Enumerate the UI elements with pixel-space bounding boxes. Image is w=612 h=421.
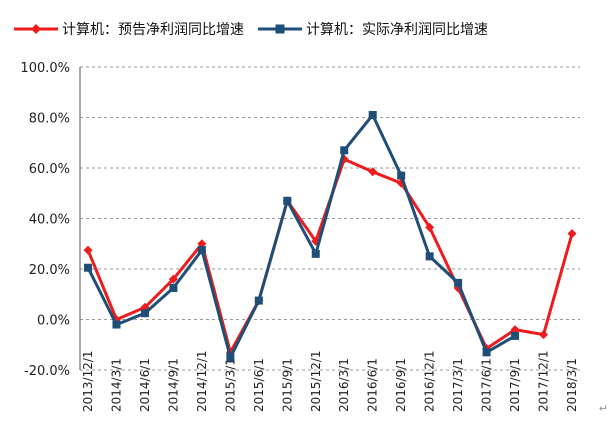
y-tick-label: 80.0% (29, 112, 70, 127)
legend-label-2: 计算机：实际净利润同比增速 (306, 22, 488, 38)
data-point-square (140, 309, 149, 318)
data-point-square (425, 252, 434, 261)
data-point-square (311, 249, 320, 258)
x-tick-label: 2016/3/1 (337, 358, 351, 412)
y-tick-label: 40.0% (29, 213, 70, 228)
data-point-diamond (83, 245, 93, 255)
data-point-square (112, 320, 121, 329)
data-point-square (169, 283, 178, 292)
data-point-square (511, 331, 520, 340)
series-line-1 (86, 157, 574, 354)
data-point-square (397, 171, 406, 180)
data-point-square (368, 110, 377, 119)
x-tick-label: 2017/9/1 (508, 358, 522, 412)
x-tick-label: 2016/6/1 (366, 358, 380, 412)
data-point-square (283, 196, 292, 205)
legend-label-1: 计算机：预告净利润同比增速 (62, 22, 244, 38)
legend-marker-square (275, 24, 285, 34)
x-tick-label: 2018/3/1 (565, 358, 579, 412)
y-tick-label: -20.0% (24, 364, 70, 379)
x-tick-label: 2014/12/1 (195, 350, 209, 412)
x-tick-label: 2016/12/1 (423, 350, 437, 412)
y-tick-label: 0.0% (37, 314, 70, 329)
data-point-diamond (539, 330, 549, 340)
x-tick-label: 2014/3/1 (109, 358, 123, 412)
x-tick-label: 2015/3/1 (223, 358, 237, 412)
data-point-square (226, 353, 235, 362)
data-point-diamond (425, 222, 435, 232)
x-tick-label: 2017/12/1 (537, 350, 551, 412)
x-tick-label: 2017/3/1 (451, 358, 465, 412)
data-point-diamond (567, 229, 577, 239)
y-tick-label: 60.0% (29, 162, 70, 177)
legend-marker-diamond (31, 24, 41, 34)
data-point-square (340, 146, 349, 155)
data-point-square (84, 263, 92, 272)
data-point-square (197, 246, 206, 255)
data-point-diamond (368, 167, 378, 177)
x-tick-label: 2015/12/1 (309, 350, 323, 412)
x-tick-label: 2013/12/1 (81, 350, 95, 412)
x-tick-label: 2017/6/1 (480, 358, 494, 412)
x-tick-label: 2015/9/1 (280, 358, 294, 412)
paragraph-return-icon: ↵ (598, 402, 608, 415)
series-line-2 (86, 113, 516, 359)
x-tick-label: 2014/9/1 (166, 358, 180, 412)
data-point-square (482, 348, 491, 357)
data-point-diamond (168, 274, 178, 284)
data-point-diamond (197, 239, 207, 249)
data-point-square (254, 296, 263, 305)
x-tick-label: 2015/6/1 (252, 358, 266, 412)
y-tick-label: 100.0% (20, 61, 70, 76)
x-tick-label: 2014/6/1 (138, 358, 152, 412)
data-point-square (454, 278, 463, 287)
data-point-diamond (510, 325, 520, 335)
x-tick-label: 2016/9/1 (394, 358, 408, 412)
y-tick-label: 20.0% (29, 263, 70, 278)
